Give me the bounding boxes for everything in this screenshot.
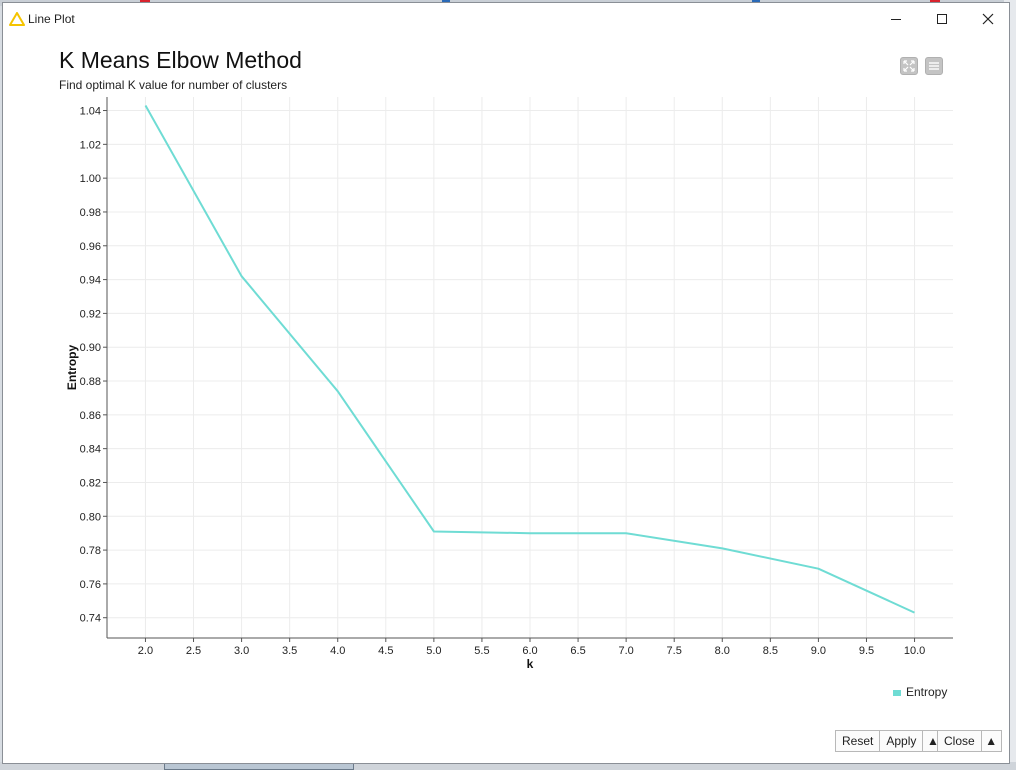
y-tick-label: 0.88 <box>80 376 101 388</box>
y-tick-label: 0.86 <box>80 410 101 422</box>
maximize-button[interactable] <box>919 3 965 35</box>
view-content: 2.0 2.5 3.0 3.5 4.0 4.5 5.0 5.5 6.0 6.5 7.0 7.5 8.0 8… <box>3 35 1009 763</box>
y-tick-label: 0.92 <box>80 308 101 320</box>
x-tick-label: 3.5 <box>282 645 297 657</box>
x-tick-label: 4.0 <box>330 645 345 657</box>
y-tick-label: 0.80 <box>80 511 101 523</box>
maximize-icon <box>937 14 947 24</box>
chart-subtitle: Find optimal K value for number of clust… <box>59 78 288 92</box>
series-line-entropy <box>144 105 915 614</box>
menu-icon <box>929 62 939 70</box>
x-tick-label: 5.5 <box>474 645 489 657</box>
y-tick-label: 0.84 <box>80 444 101 456</box>
y-tick-label: 0.74 <box>80 613 101 625</box>
close-options-button[interactable]: ▲ <box>981 730 1002 752</box>
minimize-button[interactable] <box>873 3 919 35</box>
chart-legend: Entropy <box>893 685 947 699</box>
y-tick-label: 1.04 <box>80 106 101 118</box>
y-tick-label: 0.78 <box>80 545 101 557</box>
y-tick-label: 0.90 <box>80 342 101 354</box>
y-axis-label: Entropy <box>65 345 79 391</box>
legend-swatch <box>893 689 901 696</box>
window-title: Line Plot <box>28 12 75 26</box>
x-tick-label: 9.5 <box>859 645 874 657</box>
x-tick-label: 7.0 <box>618 645 633 657</box>
close-icon <box>982 13 994 25</box>
apply-button[interactable]: Apply <box>880 730 924 752</box>
x-tick-label: 8.0 <box>715 645 730 657</box>
y-tick-label: 0.98 <box>80 207 101 219</box>
x-tick-label: 10.0 <box>904 645 925 657</box>
menu-button[interactable] <box>925 57 943 75</box>
x-tick-label: 6.0 <box>522 645 537 657</box>
y-tick-label: 1.02 <box>80 139 101 151</box>
close-window-button[interactable] <box>965 3 1011 35</box>
fullscreen-button[interactable] <box>900 57 918 75</box>
reset-button[interactable]: Reset <box>835 730 881 752</box>
x-axis-label: k <box>527 657 534 671</box>
x-tick-label: 2.5 <box>186 645 201 657</box>
y-tick-label: 0.82 <box>80 477 101 489</box>
minimize-icon <box>891 19 901 20</box>
chart-title: K Means Elbow Method <box>59 47 302 73</box>
x-tick-label: 3.0 <box>234 645 249 657</box>
view-button-bar: Reset Apply ▲ <box>835 730 944 752</box>
close-button[interactable]: Close <box>937 730 982 752</box>
y-tick-label: 0.96 <box>80 241 101 253</box>
y-tick-label: 0.76 <box>80 579 101 591</box>
y-tick-label: 1.00 <box>80 173 101 185</box>
x-tick-label: 7.5 <box>667 645 682 657</box>
x-tick-label: 4.5 <box>378 645 393 657</box>
line-chart: 2.0 2.5 3.0 3.5 4.0 4.5 5.0 5.5 6.0 6.5 7.0 7.5 8.0 8… <box>65 97 953 671</box>
fullscreen-icon <box>903 60 915 72</box>
y-tick-label: 0.94 <box>80 275 101 287</box>
warning-icon <box>9 12 25 26</box>
background-panel <box>0 762 1016 770</box>
x-tick-label: 8.5 <box>763 645 778 657</box>
title-bar[interactable]: Line Plot <box>3 3 1009 35</box>
x-tick-label: 6.5 <box>570 645 585 657</box>
x-tick-label: 2.0 <box>138 645 153 657</box>
legend-label: Entropy <box>906 685 948 699</box>
x-tick-label: 5.0 <box>426 645 441 657</box>
x-tick-label: 9.0 <box>811 645 826 657</box>
close-button-bar: Close ▲ <box>937 730 1002 752</box>
